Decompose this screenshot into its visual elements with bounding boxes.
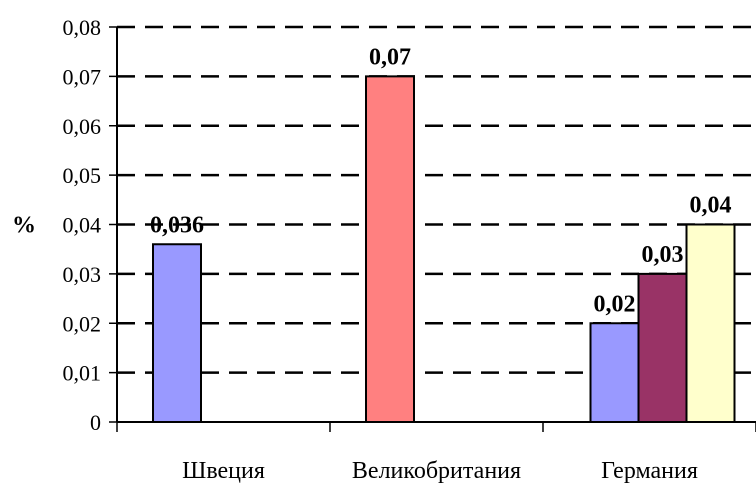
- y-axis-label: %: [12, 213, 36, 239]
- data-label: 0,04: [690, 193, 732, 219]
- y-tick-label: 0,02: [63, 311, 102, 336]
- bar: [589, 322, 640, 423]
- data-label: 0,02: [594, 291, 636, 317]
- x-tick-label: Швеция: [182, 458, 265, 483]
- y-tick-label: 0: [90, 410, 101, 435]
- y-tick-label: 0,03: [63, 262, 102, 287]
- bar: [152, 243, 202, 423]
- data-label: 0,036: [150, 212, 204, 238]
- y-tick-label: 0,07: [63, 64, 102, 89]
- y-tick-label: 0,05: [63, 163, 102, 188]
- axes: [109, 26, 756, 432]
- x-tick-label: Германия: [601, 458, 698, 483]
- y-tick-label: 0,06: [63, 114, 102, 139]
- bar: [365, 75, 415, 423]
- bar: [637, 272, 688, 423]
- y-tick-label: 0,04: [63, 213, 102, 238]
- y-tick-label: 0,01: [63, 361, 102, 386]
- data-label: 0,03: [642, 242, 684, 268]
- labels: 00,010,020,030,040,050,060,070,080,036Шв…: [63, 15, 732, 483]
- x-tick-label: Великобритания: [352, 458, 521, 483]
- y-tick-label: 0,08: [63, 15, 102, 40]
- bar: [685, 223, 736, 423]
- data-label: 0,07: [369, 44, 411, 70]
